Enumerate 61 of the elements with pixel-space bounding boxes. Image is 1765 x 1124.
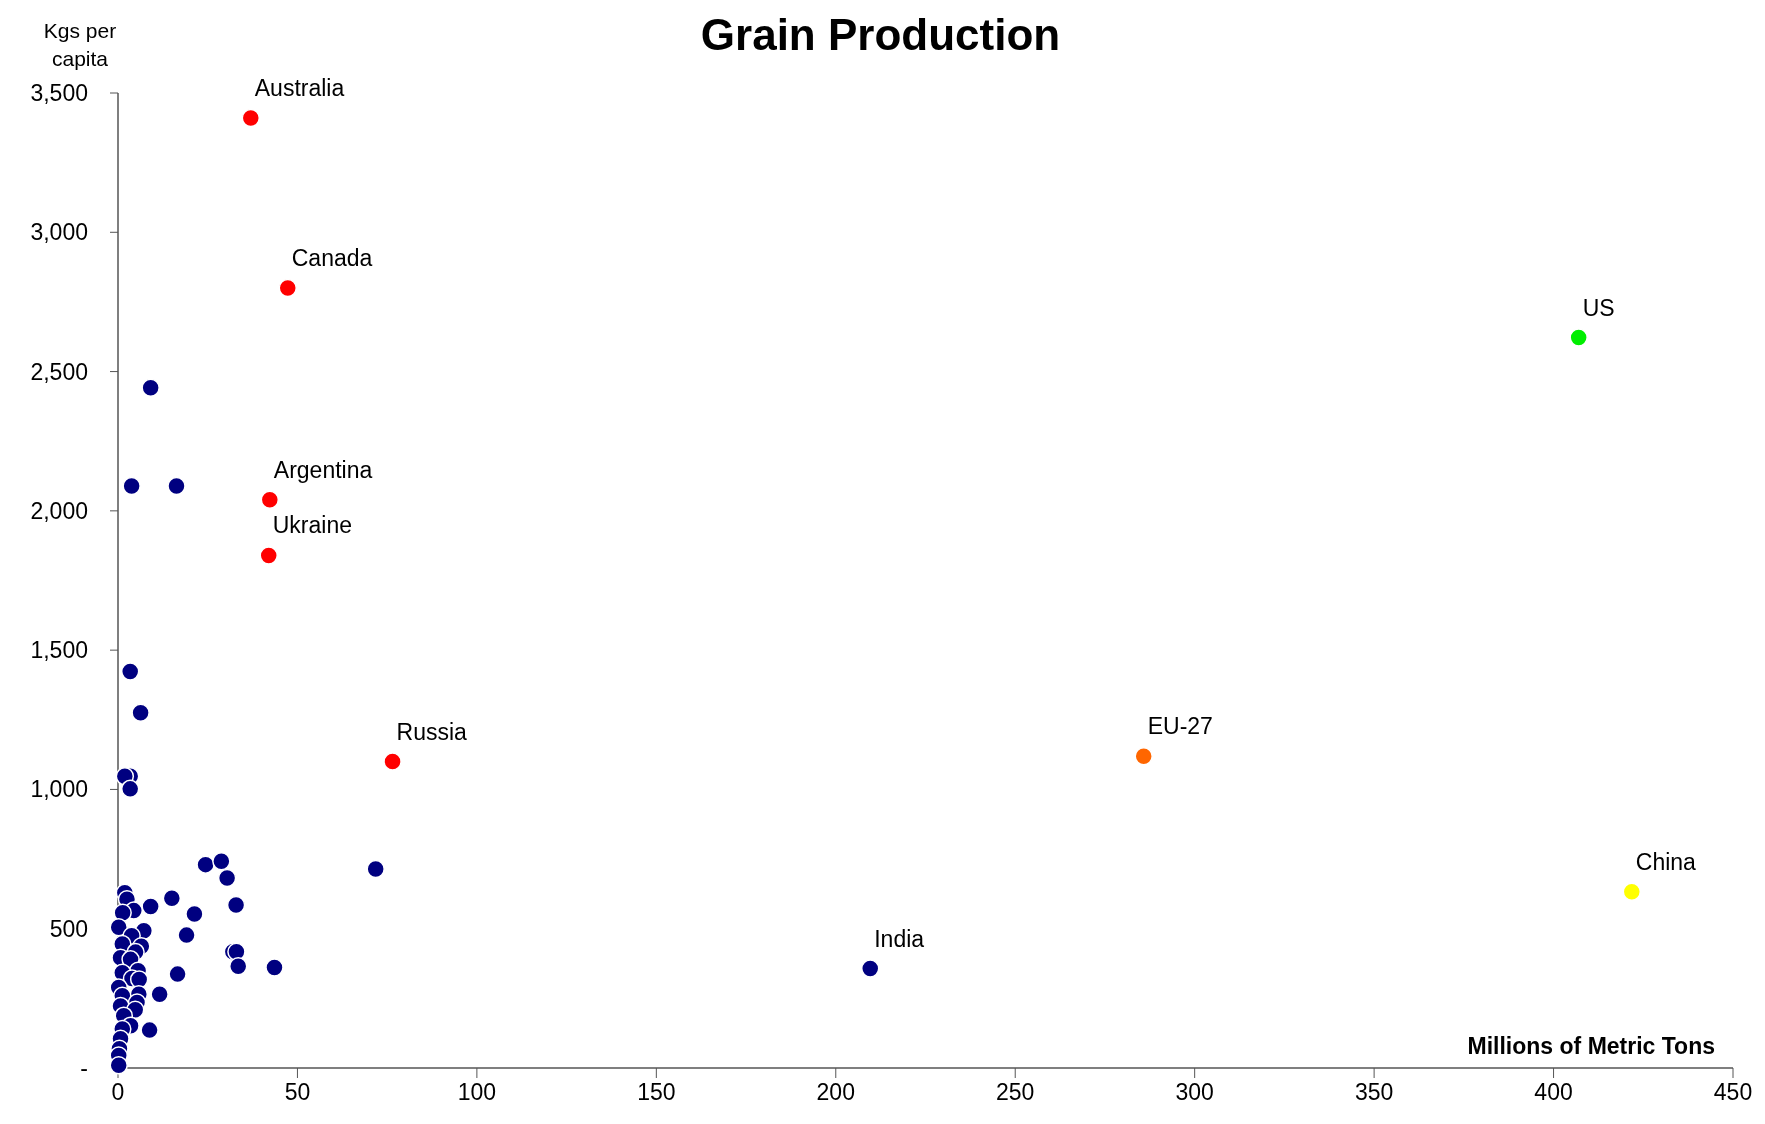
point bbox=[241, 108, 261, 128]
point bbox=[109, 918, 128, 937]
point bbox=[228, 957, 248, 976]
point bbox=[383, 752, 402, 771]
point bbox=[185, 904, 204, 924]
point bbox=[212, 852, 231, 871]
annotation: EU-27 bbox=[1147, 713, 1213, 740]
annotation: India bbox=[874, 925, 925, 952]
point bbox=[150, 984, 169, 1004]
x-tick-label: 100 bbox=[457, 1079, 497, 1105]
point bbox=[109, 1055, 128, 1075]
point bbox=[1569, 328, 1588, 347]
annotation: Ukraine bbox=[272, 512, 352, 539]
point bbox=[120, 779, 140, 799]
y-tick-label: 2,000 bbox=[30, 497, 88, 524]
point bbox=[259, 546, 278, 565]
y-tick-label: 1,500 bbox=[30, 637, 88, 664]
annotation: China bbox=[1635, 848, 1697, 875]
point bbox=[226, 895, 246, 915]
point bbox=[1622, 882, 1642, 901]
point bbox=[177, 925, 196, 945]
point bbox=[141, 897, 160, 916]
point bbox=[120, 662, 140, 681]
annotation: US bbox=[1582, 294, 1615, 321]
y-tick-label: 2,500 bbox=[30, 358, 88, 385]
point bbox=[217, 868, 237, 888]
y-tick-label: 3,000 bbox=[30, 219, 88, 246]
point bbox=[278, 278, 297, 298]
y-tick-label: 1,000 bbox=[30, 776, 88, 803]
x-tick-label: 300 bbox=[1175, 1079, 1214, 1105]
point bbox=[265, 958, 284, 977]
y-tick-label: - bbox=[80, 1055, 88, 1081]
point bbox=[260, 490, 280, 509]
y-axis-title: Kgs per capita bbox=[43, 19, 117, 70]
annotation: Argentina bbox=[273, 456, 373, 483]
point bbox=[140, 1020, 159, 1040]
point bbox=[196, 855, 215, 874]
point bbox=[1134, 747, 1153, 766]
x-axis-title: Millions of Metric Tons bbox=[1467, 1033, 1715, 1059]
annotation: Canada bbox=[291, 245, 373, 271]
chart-title: Grain Production bbox=[700, 10, 1061, 59]
x-tick-label: 450 bbox=[1713, 1079, 1753, 1105]
point bbox=[162, 889, 182, 908]
point bbox=[141, 378, 160, 397]
x-tick-label: 200 bbox=[816, 1079, 855, 1105]
y-tick-label: 3,500 bbox=[30, 80, 88, 106]
point bbox=[860, 959, 880, 978]
x-tick-label: 400 bbox=[1534, 1079, 1573, 1105]
point bbox=[167, 476, 186, 496]
x-tick-label: 150 bbox=[637, 1079, 676, 1105]
y-tick-label: 500 bbox=[49, 915, 88, 942]
annotation: Australia bbox=[254, 75, 345, 102]
x-tick-label: 350 bbox=[1354, 1079, 1394, 1105]
point bbox=[366, 859, 385, 879]
point bbox=[122, 476, 141, 496]
x-tick-label: 250 bbox=[996, 1079, 1035, 1105]
annotation: Russia bbox=[396, 718, 468, 745]
point bbox=[168, 964, 187, 984]
point bbox=[131, 703, 150, 723]
x-tick-label: 50 bbox=[284, 1079, 311, 1105]
x-tick-label: 0 bbox=[111, 1079, 125, 1105]
